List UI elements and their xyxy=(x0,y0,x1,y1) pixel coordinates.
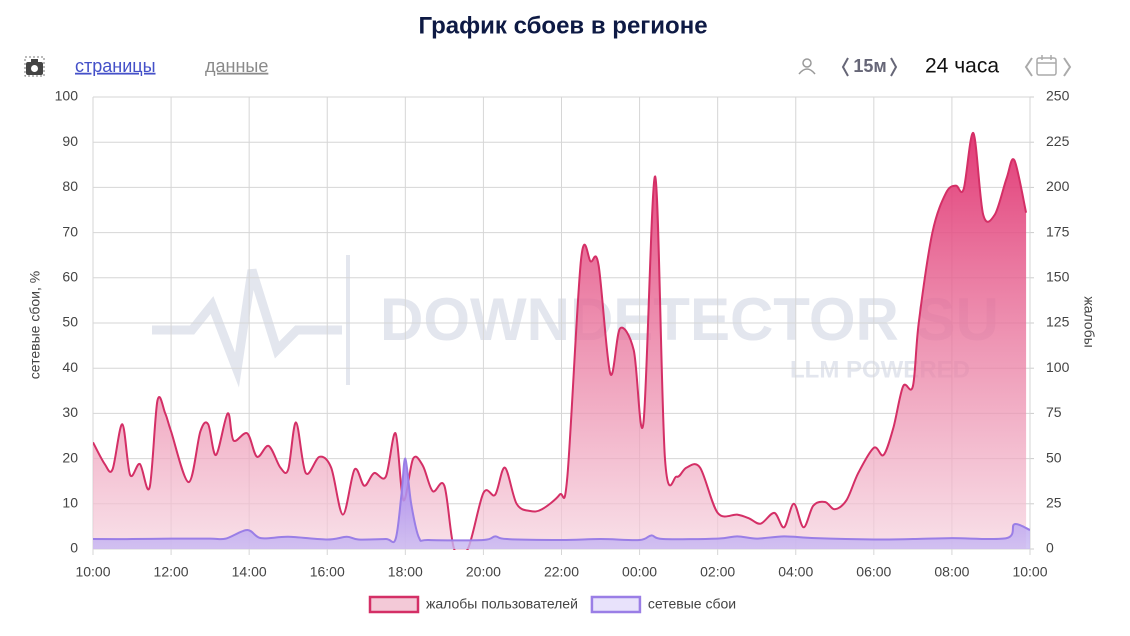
area xyxy=(93,458,1030,549)
y-tick-label: 60 xyxy=(62,269,78,285)
interval[interactable]: 15м xyxy=(853,56,886,76)
x-tick-label: 12:00 xyxy=(154,564,189,580)
next-interval[interactable] xyxy=(890,57,898,77)
x-tick-label: 20:00 xyxy=(466,564,501,580)
prev-interval[interactable] xyxy=(841,57,849,77)
y2-tick-label: 200 xyxy=(1046,178,1070,194)
y2-tick-label: 100 xyxy=(1046,359,1070,375)
y-tick-label: 50 xyxy=(62,314,78,330)
x-tick-label: 08:00 xyxy=(934,564,969,580)
y-tick-label: 30 xyxy=(62,404,78,420)
y2-tick-label: 125 xyxy=(1046,314,1070,330)
data-link[interactable]: данные xyxy=(205,56,268,76)
y2-tick-label: 0 xyxy=(1046,540,1054,556)
y2-tick-label: 50 xyxy=(1046,449,1062,465)
line xyxy=(93,457,1030,544)
watermark-brand: DOWNDETECTOR SU xyxy=(380,286,999,353)
legend-label: сетевые сбои xyxy=(648,596,736,612)
x-tick-label: 00:00 xyxy=(622,564,657,580)
area xyxy=(93,133,1027,550)
calendar-icon[interactable] xyxy=(1036,55,1057,76)
x-tick-label: 22:00 xyxy=(544,564,579,580)
chart-title: График сбоев в регионе xyxy=(418,12,707,39)
x-tick-label: 04:00 xyxy=(778,564,813,580)
y-tick-label: 10 xyxy=(62,495,78,511)
x-tick-label: 16:00 xyxy=(310,564,345,580)
y-tick-label: 90 xyxy=(62,133,78,149)
camera-icon[interactable] xyxy=(24,56,45,77)
y2-tick-label: 75 xyxy=(1046,404,1062,420)
y-tick-label: 70 xyxy=(62,223,78,239)
next-range[interactable] xyxy=(1063,57,1072,77)
x-tick-label: 10:00 xyxy=(75,564,110,580)
y-tick-label: 100 xyxy=(55,88,79,104)
x-tick-label: 18:00 xyxy=(388,564,423,580)
y-tick-label: 40 xyxy=(62,359,78,375)
y2-tick-label: 175 xyxy=(1046,223,1070,239)
y-tick-label: 20 xyxy=(62,449,78,465)
legend-swatch xyxy=(368,595,420,614)
x-tick-label: 06:00 xyxy=(856,564,891,580)
y-tick-label: 80 xyxy=(62,178,78,194)
user-icon[interactable] xyxy=(798,58,816,75)
plot-area xyxy=(93,132,1030,550)
y2-tick-label: 150 xyxy=(1046,269,1070,285)
pages-link[interactable]: страницы xyxy=(75,56,156,76)
x-tick-label: 14:00 xyxy=(232,564,267,580)
legend-swatch xyxy=(590,595,642,614)
prev-range[interactable] xyxy=(1024,57,1033,77)
range[interactable]: 24 часа xyxy=(925,55,999,78)
y2-tick-label: 250 xyxy=(1046,88,1070,104)
x-tick-label: 02:00 xyxy=(700,564,735,580)
legend-label: жалобы пользователей xyxy=(426,596,578,612)
y-tick-label: 0 xyxy=(70,540,78,556)
x-tick-label: 10:00 xyxy=(1012,564,1047,580)
y2-tick-label: 25 xyxy=(1046,495,1062,511)
y-axis-label: сетевые сбои, % xyxy=(27,271,43,379)
y2-axis-label: жалобы xyxy=(1081,296,1097,347)
line xyxy=(93,132,1028,550)
watermark-logo xyxy=(152,255,350,388)
y2-tick-label: 225 xyxy=(1046,133,1070,149)
